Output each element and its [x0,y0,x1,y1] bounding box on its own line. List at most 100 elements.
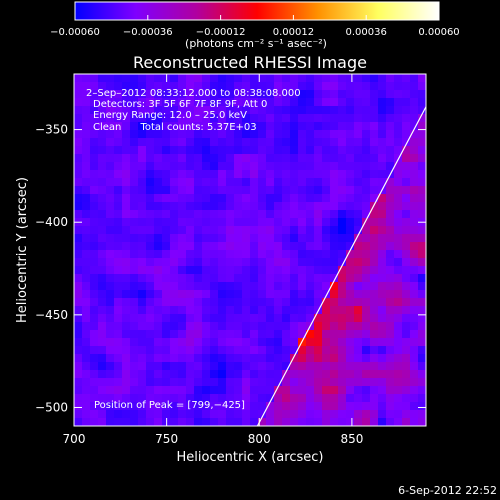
heatmap-cell [354,114,363,123]
heatmap-cell [274,258,283,267]
heatmap-cell [226,378,235,387]
heatmap-cell [322,418,331,426]
heatmap-cell [210,194,219,203]
heatmap-cell [138,194,147,203]
heatmap-cell [122,306,131,315]
heatmap-cell [226,170,235,179]
heatmap-cell [274,402,283,411]
heatmap-cell [242,346,251,355]
heatmap-cell [282,154,291,163]
heatmap-cell [250,90,259,99]
heatmap-cell [322,178,331,187]
heatmap-cell [402,290,411,299]
heatmap-cell [186,266,195,275]
heatmap-cell [290,218,299,227]
heatmap-cell [98,98,107,107]
heatmap-cell [146,146,155,155]
heatmap-cell [242,330,251,339]
heatmap-cell [282,130,291,139]
heatmap-cell [154,290,163,299]
heatmap-cell [330,170,339,179]
heatmap-cell [386,378,395,387]
heatmap-cell [266,354,275,363]
heatmap-cell [154,394,163,403]
heatmap-cell [162,146,171,155]
heatmap-cell [290,74,299,83]
heatmap-cell [202,346,211,355]
heatmap-cell [202,114,211,123]
heatmap-cell [146,138,155,147]
heatmap-cell [298,330,307,339]
heatmap-cell [370,362,379,371]
heatmap-cell [234,186,243,195]
heatmap-cell [90,402,99,411]
heatmap-cell [282,210,291,219]
heatmap-cell [250,234,259,243]
heatmap-cell [378,106,387,115]
heatmap-cell [354,258,363,267]
heatmap-cell [258,330,267,339]
heatmap-cell [346,386,355,395]
heatmap-cell [330,346,339,355]
heatmap-cell [298,130,307,139]
heatmap-cell [282,402,291,411]
heatmap-cell [298,218,307,227]
heatmap-cell [186,114,195,123]
heatmap-cell [402,162,411,171]
heatmap-cell [370,338,379,347]
heatmap-cell [114,226,123,235]
heatmap-cell [106,138,115,147]
heatmap-cell [386,394,395,403]
heatmap-cell [90,74,99,83]
heatmap-cell [226,242,235,251]
heatmap-cell [402,234,411,243]
heatmap-cell [114,194,123,203]
heatmap-cell [346,114,355,123]
heatmap-cell [194,274,203,283]
heatmap-cell [290,314,299,323]
heatmap-cell [202,74,211,83]
heatmap-cell [122,130,131,139]
heatmap-cell [138,410,147,419]
heatmap-cell [226,282,235,291]
heatmap-cell [178,250,187,259]
heatmap-cell [250,394,259,403]
heatmap-cell [98,330,107,339]
heatmap-cell [82,218,91,227]
heatmap-cell [338,418,347,426]
heatmap-cell [266,306,275,315]
heatmap-cell [154,314,163,323]
heatmap-cell [378,154,387,163]
heatmap-cell [82,90,91,99]
heatmap-cell [194,410,203,419]
heatmap-cell [282,322,291,331]
heatmap-cell [186,90,195,99]
heatmap-cell [394,274,403,283]
heatmap-cell [362,218,371,227]
heatmap-cell [170,354,179,363]
heatmap-cell [114,298,123,307]
heatmap-cell [394,242,403,251]
heatmap-cell [202,202,211,211]
heatmap-cell [218,418,227,426]
heatmap-cell [170,394,179,403]
heatmap-cell [218,146,227,155]
heatmap-cell [322,394,331,403]
heatmap-cell [162,402,171,411]
heatmap-cell [210,370,219,379]
heatmap-cell [370,330,379,339]
heatmap-cell [290,394,299,403]
heatmap-cell [410,322,419,331]
heatmap-cell [330,210,339,219]
heatmap-cell [226,194,235,203]
heatmap-cell [378,410,387,419]
heatmap-cell [162,258,171,267]
heatmap-cell [90,82,99,91]
heatmap-cell [258,306,267,315]
heatmap-cell [314,410,323,419]
heatmap-cell [210,130,219,139]
heatmap-cell [418,74,426,83]
heatmap-cell [258,130,267,139]
heatmap-cell [226,354,235,363]
heatmap-cell [362,338,371,347]
